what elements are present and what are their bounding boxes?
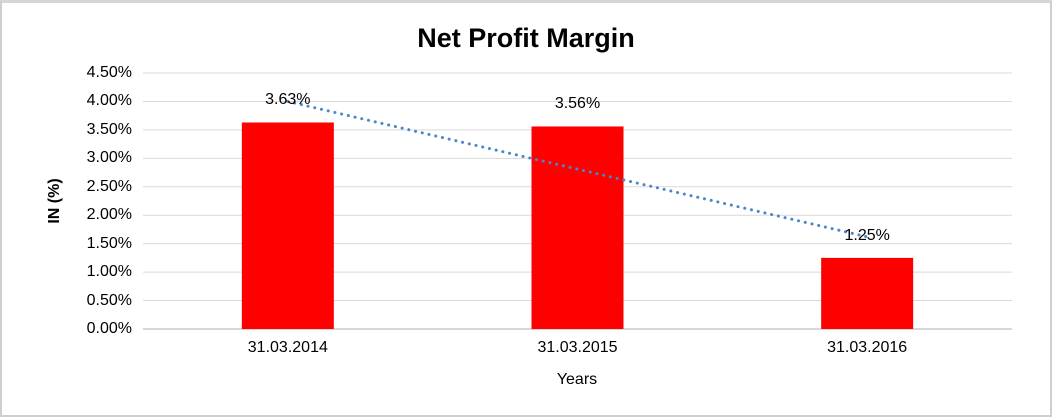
chart-title: Net Profit Margin <box>417 23 635 53</box>
bars-series <box>241 122 914 329</box>
bar-31.03.2014 <box>241 122 334 329</box>
trendline <box>286 99 869 239</box>
x-axis-title: Years <box>556 371 598 388</box>
bar-31.03.2016 <box>821 257 914 329</box>
bar-31.03.2015 <box>531 126 624 329</box>
plot-area <box>143 72 1012 330</box>
